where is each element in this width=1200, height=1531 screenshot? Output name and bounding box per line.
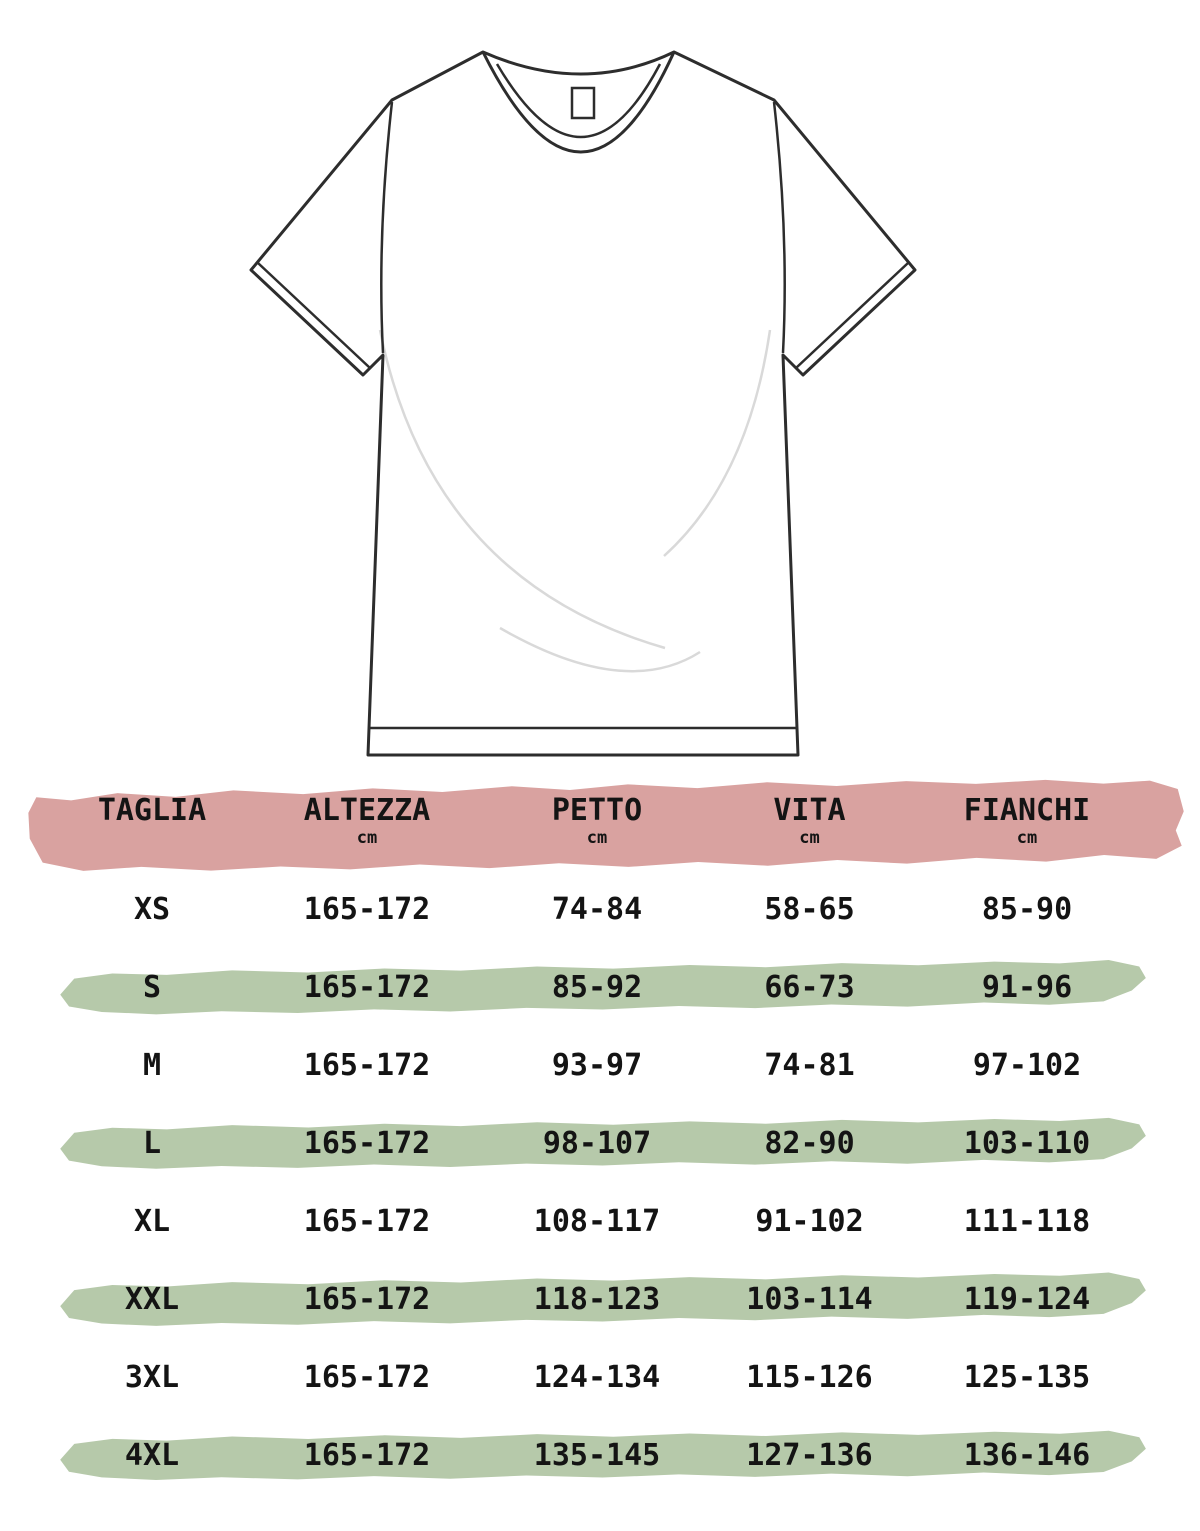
cell-size: XL [133, 1203, 171, 1239]
cell-petto: 93-97 [551, 1047, 643, 1083]
cell-altezza: 165-172 [303, 891, 431, 927]
cell-altezza: 165-172 [303, 1437, 431, 1473]
header-label: FIANCHI [963, 793, 1091, 828]
cell-fianchi: 91-96 [981, 969, 1073, 1005]
cell-fianchi: 111-118 [963, 1203, 1091, 1239]
cell-vita: 91-102 [755, 1203, 864, 1239]
cell-fianchi: 103-110 [963, 1125, 1091, 1161]
cell-fianchi: 119-124 [963, 1281, 1091, 1317]
cell-petto: 135-145 [533, 1437, 661, 1473]
table-row-s: S 165-172 85-92 66-73 91-96 [62, 948, 1137, 1026]
size-table: TAGLIA ALTEZZA cm PETTO cm VITA cm FIANC… [62, 782, 1137, 1494]
table-row-m: M 165-172 93-97 74-81 97-102 [62, 1026, 1137, 1104]
header-fianchi: FIANCHI cm [917, 786, 1137, 849]
cell-vita: 58-65 [764, 891, 855, 927]
cell-petto: 98-107 [542, 1125, 652, 1161]
tshirt-illustration [249, 50, 917, 757]
header-label: VITA [773, 793, 846, 828]
cell-petto: 74-84 [551, 891, 643, 927]
table-header-row: TAGLIA ALTEZZA cm PETTO cm VITA cm FIANC… [62, 782, 1137, 870]
cell-petto: 85-92 [551, 969, 643, 1005]
header-unit: cm [356, 828, 378, 848]
cell-vita: 115-126 [746, 1359, 873, 1395]
header-unit: cm [799, 828, 820, 848]
cell-size: XS [133, 891, 171, 927]
tshirt-body-outline [249, 50, 917, 757]
cell-altezza: 165-172 [303, 969, 431, 1005]
cell-size: M [142, 1047, 162, 1083]
table-row-xl: XL 165-172 108-117 91-102 111-118 [62, 1182, 1137, 1260]
cell-fianchi: 97-102 [972, 1047, 1082, 1083]
cell-size: L [142, 1125, 162, 1161]
neck-label-tag [570, 86, 596, 120]
table-row-xs: XS 165-172 74-84 58-65 85-90 [62, 870, 1137, 948]
header-unit: cm [1016, 828, 1038, 848]
header-vita: VITA cm [702, 786, 917, 849]
cell-fianchi: 136-146 [963, 1437, 1091, 1473]
cell-vita: 66-73 [764, 969, 855, 1005]
cell-petto: 124-134 [533, 1359, 661, 1395]
collar-inner-arc [495, 63, 662, 138]
cuff-band-left [257, 262, 371, 369]
cell-size: XXL [124, 1281, 180, 1317]
cell-vita: 74-81 [764, 1047, 855, 1083]
cell-altezza: 165-172 [303, 1359, 431, 1395]
header-altezza: ALTEZZA cm [242, 786, 492, 849]
cell-vita: 127-136 [746, 1437, 873, 1473]
cell-size: 3XL [124, 1359, 180, 1395]
cell-fianchi: 125-135 [963, 1359, 1091, 1395]
table-row-4xl: 4XL 165-172 135-145 127-136 136-146 [62, 1416, 1137, 1494]
header-unit: cm [586, 828, 608, 848]
header-label: PETTO [551, 793, 643, 828]
fold-line [663, 329, 772, 557]
fold-line [378, 329, 666, 650]
cell-vita: 103-114 [746, 1281, 873, 1317]
table-row-xxl: XXL 165-172 118-123 103-114 119-124 [62, 1260, 1137, 1338]
header-label: TAGLIA [97, 793, 207, 828]
cell-altezza: 165-172 [303, 1203, 431, 1239]
header-taglia: TAGLIA [62, 786, 242, 849]
cell-altezza: 165-172 [303, 1281, 431, 1317]
cell-size: S [142, 969, 162, 1005]
cell-petto: 118-123 [533, 1281, 661, 1317]
cell-altezza: 165-172 [303, 1047, 431, 1083]
header-petto: PETTO cm [492, 786, 702, 849]
header-label: ALTEZZA [303, 793, 431, 828]
cell-fianchi: 85-90 [981, 891, 1073, 927]
fold-line [499, 626, 701, 673]
armhole-seam-left [380, 101, 394, 354]
cell-size: 4XL [124, 1437, 180, 1473]
table-row-3xl: 3XL 165-172 124-134 115-126 125-135 [62, 1338, 1137, 1416]
cell-petto: 108-117 [533, 1203, 661, 1239]
cell-altezza: 165-172 [303, 1125, 431, 1161]
table-row-l: L 165-172 98-107 82-90 103-110 [62, 1104, 1137, 1182]
collar-outer-arc [481, 51, 676, 154]
cuff-band-right [795, 262, 909, 369]
cell-vita: 82-90 [764, 1125, 855, 1161]
armhole-seam-right [772, 101, 786, 354]
